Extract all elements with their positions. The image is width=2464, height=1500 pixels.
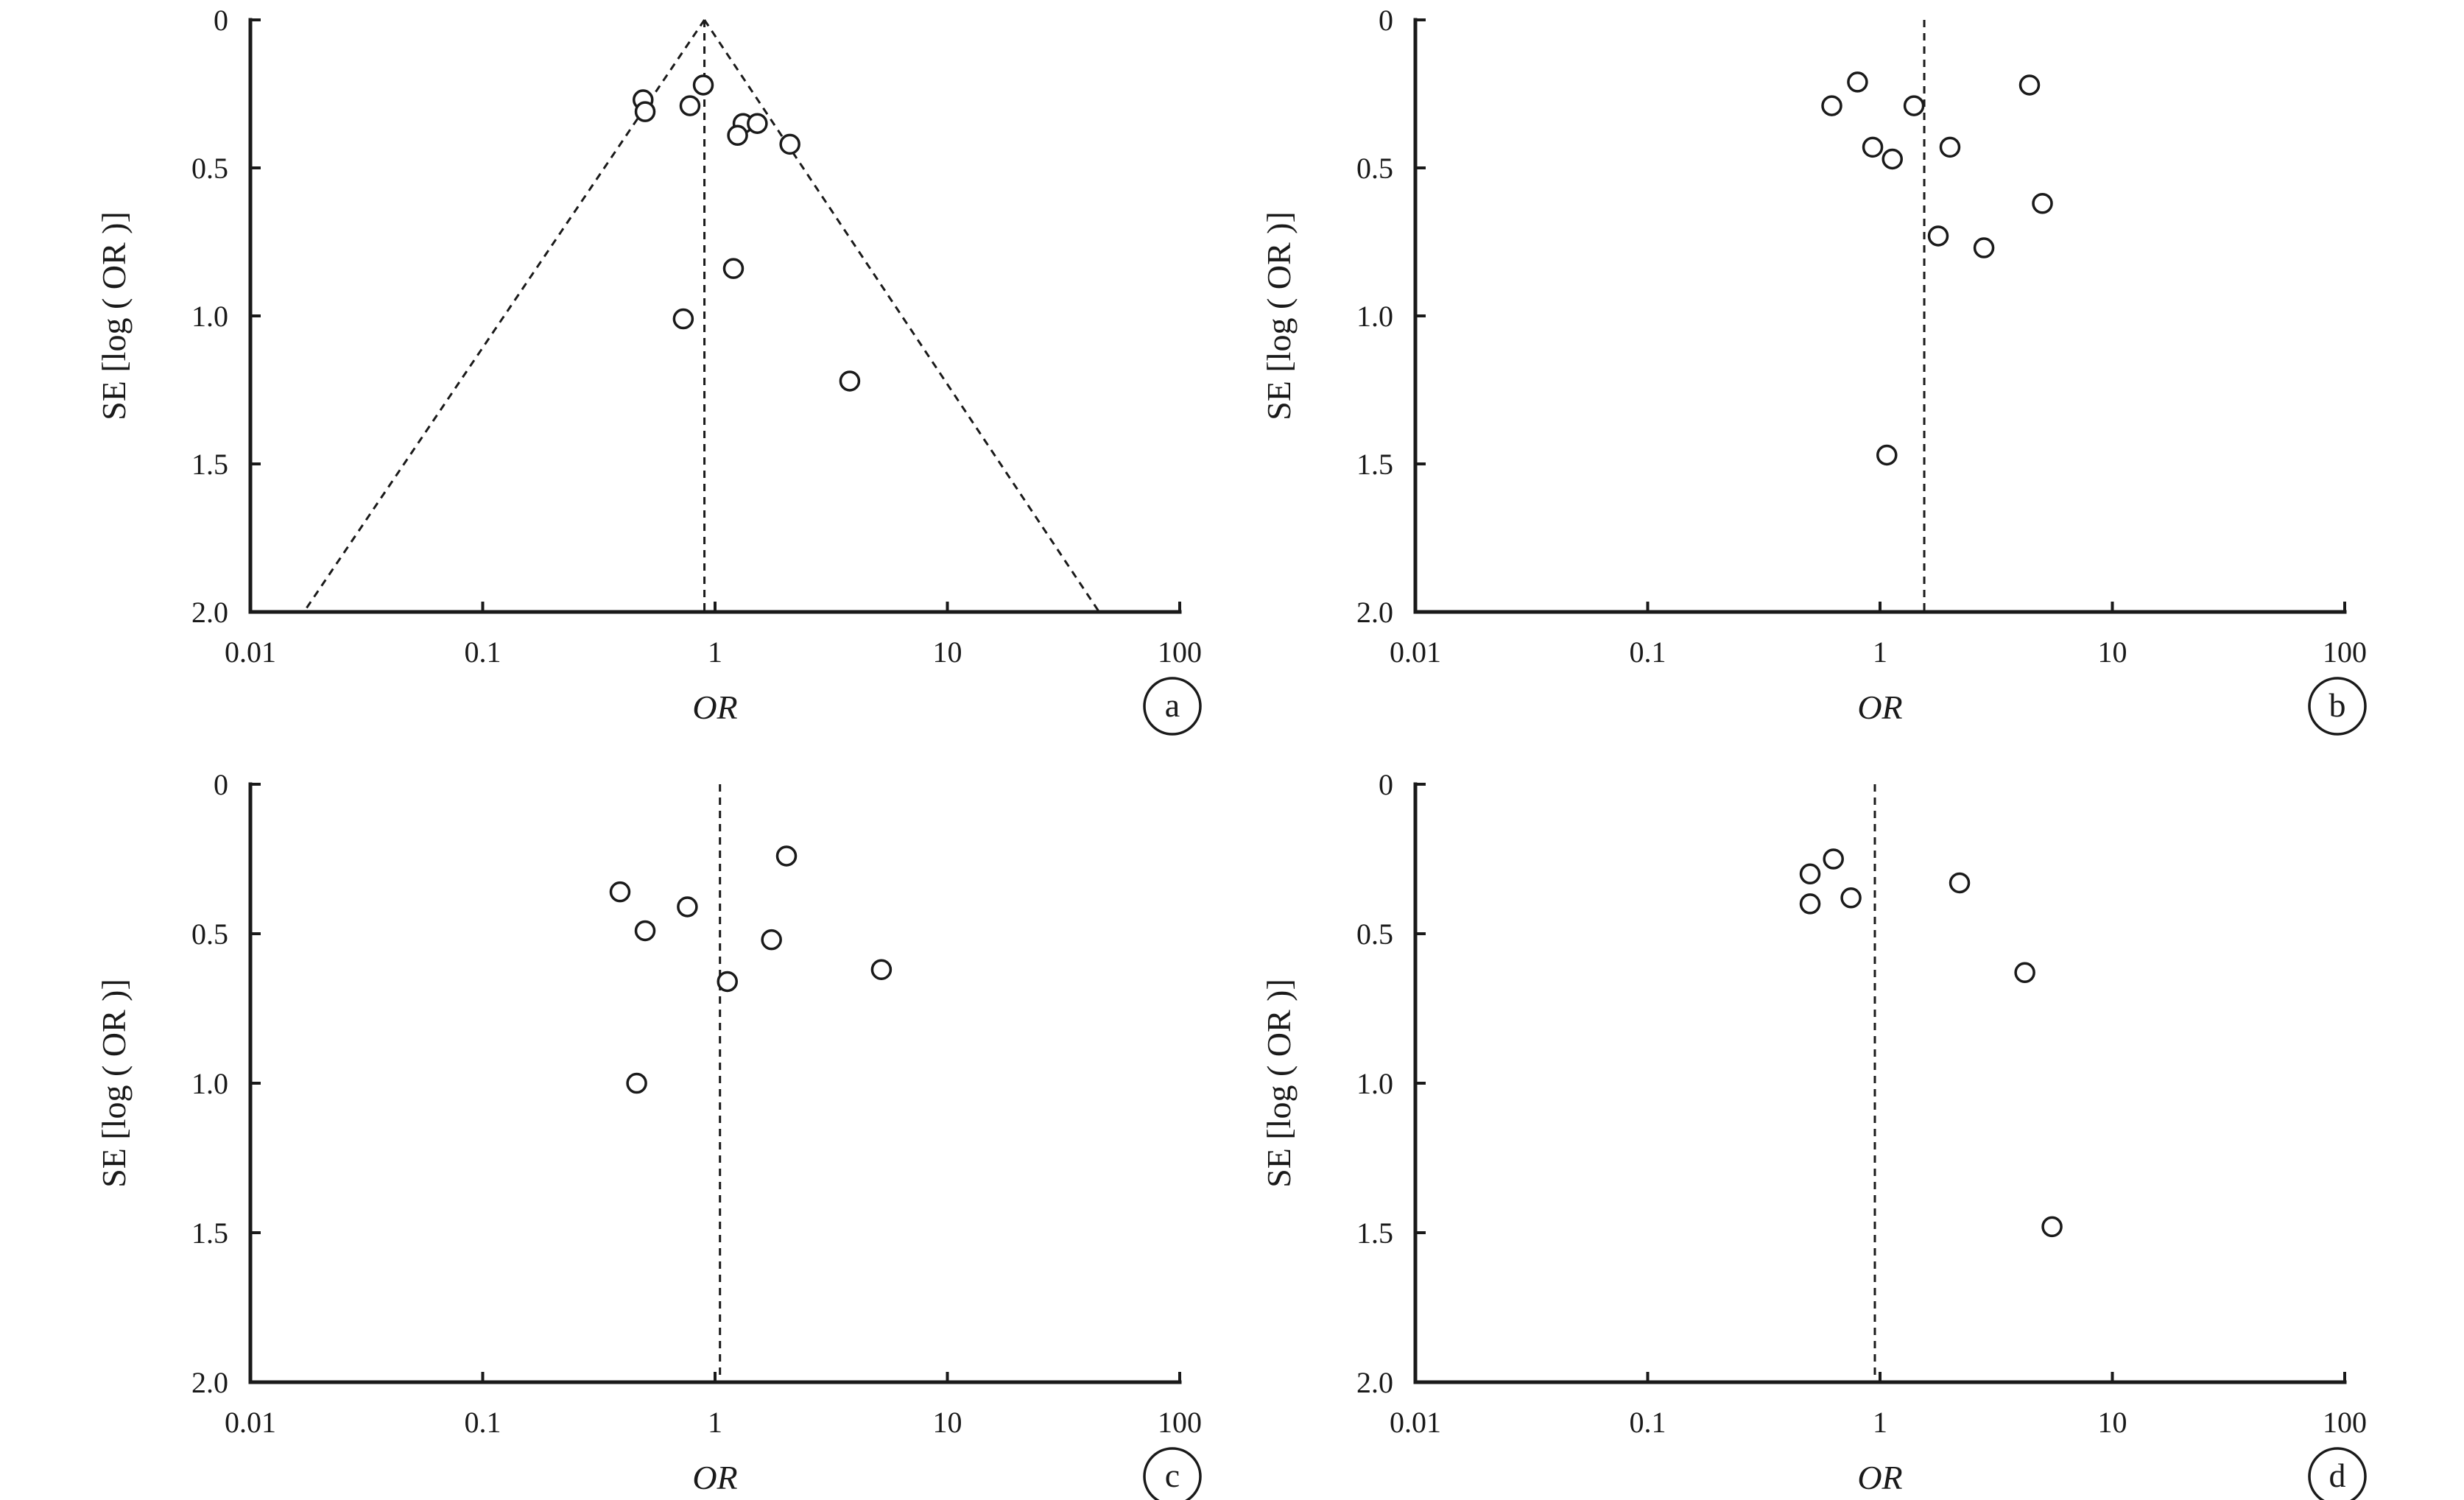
panel-label-circle <box>2308 1447 2367 1500</box>
study-point <box>1799 863 1821 885</box>
x-tick-label: 100 <box>2323 1406 2367 1439</box>
x-tick-label: 0.1 <box>1630 635 1666 669</box>
x-tick-label: 0.1 <box>465 635 501 669</box>
panel-label: d <box>2329 1457 2346 1494</box>
y-axis-title: SE [log ( OR )] <box>95 211 133 420</box>
panel-label-circle <box>1143 677 1202 736</box>
y-tick-label: 0.5 <box>191 918 228 951</box>
study-point <box>775 845 798 867</box>
x-tick-label: 0.1 <box>465 1406 501 1439</box>
study-point <box>1840 887 1862 909</box>
panel-label-circle <box>1143 1447 1202 1500</box>
y-tick-label: 1.5 <box>1356 1216 1393 1250</box>
x-tick-label: 100 <box>1158 635 1202 669</box>
x-tick-label: 0.01 <box>225 635 276 669</box>
x-axis-title: OR <box>1857 1459 1902 1496</box>
y-tick-label: 0 <box>1379 768 1393 801</box>
study-point <box>1799 893 1821 915</box>
x-axis-title: OR <box>1857 689 1902 726</box>
x-tick-label: 1 <box>1873 1406 1887 1439</box>
study-point <box>634 920 656 942</box>
x-tick-label: 100 <box>2323 635 2367 669</box>
study-point <box>1823 848 1844 870</box>
x-tick-label: 0.1 <box>1630 1406 1666 1439</box>
y-axis-title: SE [log ( OR )] <box>1260 979 1298 1188</box>
panel-c: 0 0.5 1.0 1.5 2.0 0.01 0.1 1 10 100 OR SE [log ( OR… <box>95 768 1202 1500</box>
study-point <box>672 308 694 330</box>
study-point <box>717 971 738 993</box>
panel-d: 0 0.5 1.0 1.5 2.0 0.01 0.1 1 10 100 OR SE [log ( OR… <box>1260 768 2367 1500</box>
y-tick-label: 2.0 <box>191 596 228 629</box>
y-tick-label: 1.0 <box>191 300 228 333</box>
study-point <box>2018 74 2041 96</box>
study-point <box>626 1072 647 1094</box>
y-tick-label: 0.5 <box>1356 918 1393 951</box>
study-point <box>677 896 698 918</box>
y-tick-label: 1.0 <box>191 1067 228 1100</box>
funnel-right-line <box>703 19 1100 613</box>
study-point <box>679 95 701 116</box>
study-point <box>1876 444 1898 466</box>
y-tick-label: 2.0 <box>1356 1366 1393 1399</box>
panel-label: a <box>1165 686 1180 724</box>
y-tick-label: 2.0 <box>1356 596 1393 629</box>
x-tick-label: 0.01 <box>1390 635 1441 669</box>
study-point <box>2041 1216 2063 1238</box>
study-point <box>609 881 631 903</box>
study-point <box>1882 148 1903 170</box>
panel-label-circle <box>2308 677 2367 736</box>
panel-b: 0 0.5 1.0 1.5 2.0 0.01 0.1 1 10 100 OR SE [log ( OR… <box>1260 4 2367 736</box>
y-tick-label: 1.5 <box>191 448 228 481</box>
study-point <box>727 124 748 147</box>
panel-label: b <box>2329 686 2346 724</box>
x-tick-label: 1 <box>1873 635 1887 669</box>
y-tick-label: 1.5 <box>1356 448 1393 481</box>
study-point <box>1821 95 1842 116</box>
y-tick-label: 1.0 <box>1356 300 1393 333</box>
study-point <box>761 929 782 951</box>
study-point <box>1973 237 1995 258</box>
panel-a: 0 0.5 1.0 1.5 2.0 0.01 0.1 1 10 100 OR SE [log ( OR… <box>95 4 1202 736</box>
y-tick-label: 1.0 <box>1356 1067 1393 1100</box>
study-point <box>692 74 714 96</box>
x-axis-title: OR <box>692 689 737 726</box>
study-point <box>839 370 861 392</box>
study-point <box>1847 71 1868 93</box>
y-tick-label: 0.5 <box>1356 152 1393 185</box>
y-tick-label: 0 <box>214 768 228 801</box>
x-tick-label: 10 <box>933 635 962 669</box>
study-point <box>634 101 656 122</box>
x-tick-label: 10 <box>2098 1406 2127 1439</box>
x-tick-label: 0.01 <box>1390 1406 1441 1439</box>
y-tick-label: 2.0 <box>191 1366 228 1399</box>
y-tick-label: 0.5 <box>191 152 228 185</box>
x-tick-label: 100 <box>1158 1406 1202 1439</box>
y-tick-label: 0 <box>1379 4 1393 37</box>
x-tick-label: 10 <box>2098 635 2127 669</box>
study-point <box>1903 95 1925 116</box>
study-point <box>747 113 768 134</box>
y-axis-title: SE [log ( OR )] <box>1260 211 1298 420</box>
y-tick-label: 0 <box>214 4 228 37</box>
x-tick-label: 0.01 <box>225 1406 276 1439</box>
study-point <box>779 133 800 155</box>
y-axis-title: SE [log ( OR )] <box>95 979 133 1188</box>
x-tick-label: 1 <box>708 1406 722 1439</box>
x-tick-label: 1 <box>708 635 722 669</box>
study-point <box>1949 872 1971 894</box>
x-tick-label: 10 <box>933 1406 962 1439</box>
study-point <box>870 959 893 980</box>
panel-label: c <box>1165 1457 1180 1494</box>
study-point <box>1939 136 1961 158</box>
x-axis-title: OR <box>692 1459 737 1496</box>
study-point <box>722 258 745 279</box>
study-point <box>1862 136 1884 158</box>
study-point <box>2014 962 2035 984</box>
study-point <box>1927 225 1949 247</box>
y-tick-label: 1.5 <box>191 1216 228 1250</box>
study-point <box>2032 192 2053 214</box>
